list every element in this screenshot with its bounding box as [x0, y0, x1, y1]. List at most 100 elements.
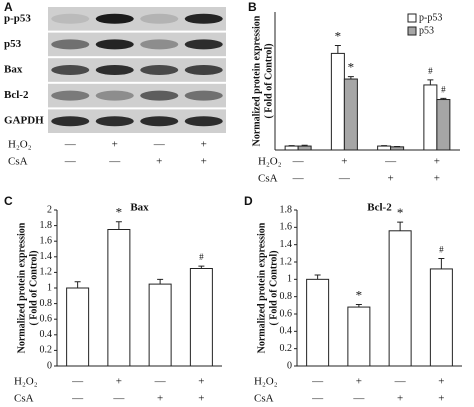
treatment-sign: + — [156, 156, 162, 168]
blot-band — [51, 90, 90, 101]
treatment-label: CsA — [258, 173, 278, 185]
significance-mark: * — [116, 205, 123, 220]
error-bar — [198, 265, 205, 269]
treatment-label: CsA — [8, 156, 28, 168]
significance-mark: # — [439, 245, 444, 255]
treatment-sign: + — [434, 156, 440, 168]
treatment-sign: — — [71, 376, 84, 388]
bar — [388, 230, 412, 367]
legend-label: p-p53 — [419, 12, 442, 23]
treatment-sign: — — [352, 393, 365, 405]
error-bar — [74, 281, 81, 288]
panel-letter: A — [4, 0, 13, 14]
panel-letter: C — [4, 194, 13, 208]
significance-mark: * — [356, 287, 363, 302]
blot-band — [184, 116, 223, 127]
y-axis-label: ( Fold of Control) — [268, 250, 279, 325]
treatment-label: H₂O₂ — [8, 139, 32, 151]
blot-strip — [48, 7, 226, 31]
bar — [429, 268, 453, 367]
treatment-sign: — — [311, 393, 324, 405]
treatment-sign: + — [434, 173, 440, 185]
error-bar — [438, 258, 445, 269]
y-tick-label: 1.4 — [280, 239, 293, 250]
blot-band — [140, 65, 179, 75]
blot-band — [51, 39, 90, 50]
bar — [377, 145, 392, 151]
blot-band — [184, 13, 223, 24]
bar — [189, 268, 213, 367]
blot-band — [51, 116, 90, 127]
treatment-sign: — — [112, 393, 125, 405]
bar — [66, 287, 90, 367]
error-bar — [355, 303, 362, 308]
y-tick-label: 0 — [287, 360, 292, 371]
blot-band — [95, 116, 134, 127]
treatment-sign: — — [292, 156, 305, 168]
bar — [347, 306, 371, 367]
bar — [330, 52, 345, 151]
blot-row-label: p53 — [4, 38, 22, 50]
treatment-sign: — — [394, 376, 407, 388]
y-tick-label: 1 — [287, 274, 292, 285]
bar — [107, 229, 131, 367]
error-bar — [427, 79, 434, 85]
bar — [148, 283, 172, 367]
bar — [343, 78, 358, 151]
y-axis-label: ( Fold of Control) — [263, 43, 274, 118]
treatment-sign: — — [154, 376, 167, 388]
significance-mark: # — [199, 252, 204, 262]
chart-title: Bcl-2 — [367, 202, 392, 214]
y-tick-label: 1.6 — [280, 222, 293, 233]
treatment-sign: + — [198, 393, 204, 405]
treatment-sign: + — [157, 393, 163, 405]
legend-label: p53 — [419, 25, 434, 36]
y-axis-label: Normalized protein expression — [251, 15, 262, 146]
treatment-sign: + — [388, 173, 394, 185]
treatment-sign: + — [438, 393, 444, 405]
treatment-sign: + — [198, 376, 204, 388]
error-bar — [157, 278, 164, 285]
treatment-sign: — — [338, 173, 351, 185]
bar — [436, 99, 451, 151]
y-tick-label: 2 — [47, 204, 52, 215]
y-tick-label: 0.8 — [40, 298, 53, 309]
y-tick-label: 0.6 — [280, 308, 293, 319]
blot-strip — [48, 58, 226, 82]
treatment-sign: — — [384, 156, 397, 168]
y-tick-label: 1.4 — [40, 251, 53, 262]
blot-row-label: Bax — [4, 64, 23, 76]
blot-band — [140, 13, 179, 24]
bar — [390, 146, 405, 151]
y-tick-label: 1 — [47, 282, 52, 293]
chart-title: Bax — [130, 202, 149, 214]
error-bar — [115, 221, 122, 230]
y-tick-label: 1.8 — [40, 220, 53, 231]
blot-row-label: Bcl-2 — [4, 89, 29, 101]
treatment-sign: — — [108, 156, 121, 168]
blot-band — [184, 65, 223, 75]
y-tick-label: 0.2 — [40, 345, 53, 356]
treatment-label: CsA — [254, 393, 274, 405]
treatment-sign: — — [64, 156, 77, 168]
treatment-label: H₂O₂ — [14, 376, 38, 388]
blot-band — [140, 39, 179, 50]
error-bar — [314, 274, 321, 280]
legend-swatch — [407, 26, 417, 36]
y-tick-label: 0 — [47, 360, 52, 371]
treatment-sign: + — [112, 139, 118, 151]
treatment-sign: + — [201, 139, 207, 151]
y-tick-label: 0.2 — [280, 343, 293, 354]
y-tick-label: 0.8 — [280, 291, 293, 302]
treatment-sign: + — [438, 376, 444, 388]
blot-band — [184, 90, 223, 101]
blot-band — [95, 65, 134, 75]
treatment-sign: — — [64, 139, 77, 151]
legend-swatch — [407, 13, 417, 23]
treatment-sign: — — [311, 376, 324, 388]
blot-band — [51, 65, 90, 75]
y-tick-label: 1.2 — [40, 267, 53, 278]
significance-mark: # — [441, 84, 446, 94]
error-bar — [440, 97, 447, 100]
